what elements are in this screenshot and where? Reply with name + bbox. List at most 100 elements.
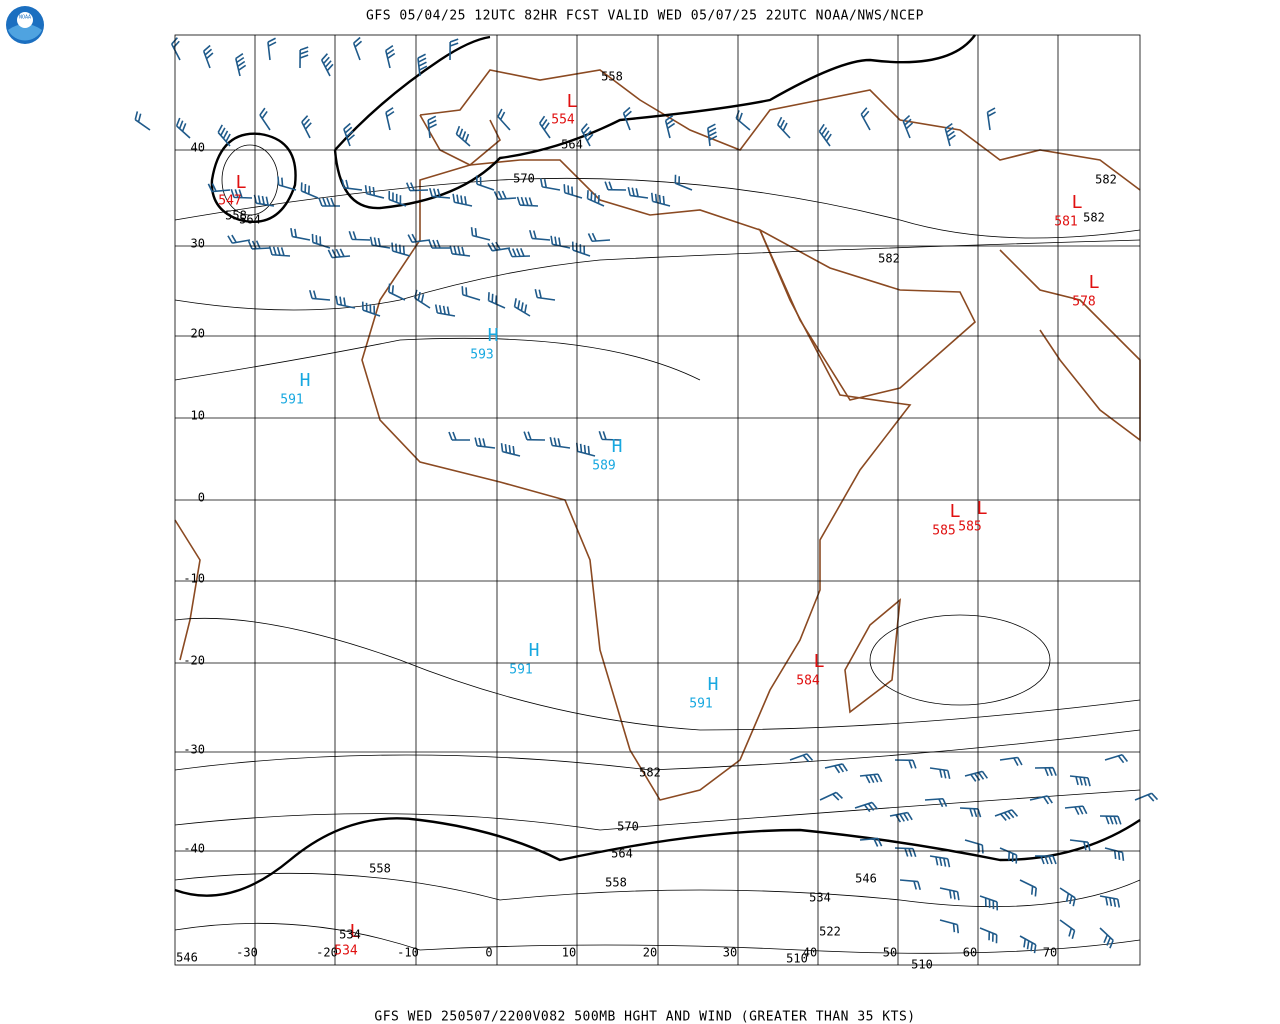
lon-label: 0 [485, 946, 492, 960]
wind-barb [1059, 887, 1076, 907]
contour-line [174, 337, 701, 381]
wind-barb [902, 114, 914, 139]
wind-barb [487, 241, 511, 252]
wind-barb [461, 286, 481, 301]
wind-barb [134, 111, 151, 131]
contour-label: 564 [561, 138, 583, 152]
lon-label: 10 [562, 946, 576, 960]
wind-barb [777, 116, 791, 139]
wind-barb [301, 115, 312, 139]
wind-barb [348, 231, 371, 241]
wind-barb [247, 240, 271, 250]
contour-label: 558 [601, 70, 623, 84]
contour-label: 546 [176, 951, 198, 965]
center-symbol: L [1089, 272, 1100, 293]
center-symbol: H [708, 674, 719, 695]
wind-barb [202, 44, 214, 69]
contour-thick [210, 132, 297, 223]
wind-barb [449, 38, 459, 61]
india-coast [999, 249, 1141, 442]
wind-barb [1035, 855, 1057, 865]
contour-label: 582 [639, 766, 661, 780]
wind-barb [580, 123, 594, 147]
noaa-logo: NOAA [6, 6, 44, 44]
contour-line [174, 922, 1141, 954]
wind-barb [405, 182, 429, 192]
wind-barb [824, 763, 848, 774]
center-value: 589 [592, 459, 615, 474]
wind-barb [1019, 935, 1037, 954]
lat-label: -10 [183, 572, 205, 586]
wind-barb [1064, 805, 1088, 815]
wind-barb [474, 437, 496, 449]
center-symbol: L [567, 91, 578, 112]
wind-barb [986, 107, 996, 131]
wind-barb [217, 124, 231, 147]
center-symbol: H [612, 436, 623, 457]
wind-barb [428, 239, 450, 249]
lat-label: 0 [198, 491, 205, 505]
wind-barb [929, 767, 951, 780]
center-symbol: L [1072, 192, 1083, 213]
wind-barb [299, 46, 309, 69]
contour-label: 546 [855, 872, 877, 886]
wind-barb [493, 190, 517, 201]
wind-barb [1069, 839, 1091, 851]
wind-barb [175, 117, 191, 139]
logo-wave [8, 24, 42, 41]
lat-label: -30 [183, 743, 205, 757]
coastlines [174, 69, 1141, 801]
wind-barb [475, 175, 495, 191]
center-value: 591 [689, 697, 712, 712]
wind-barb [1034, 766, 1057, 777]
wind-barb [818, 123, 832, 147]
wind-barb [388, 190, 407, 207]
contour-label: 564 [611, 847, 633, 861]
contour-thick [334, 35, 491, 151]
wind-barb [253, 194, 275, 207]
wind-barb [267, 37, 277, 61]
wind-barb [341, 179, 363, 191]
wind-barb [385, 107, 395, 131]
madagascar-coast [844, 598, 901, 714]
wind-barb [434, 304, 456, 317]
center-value: 581 [1054, 215, 1077, 230]
wind-barb [979, 895, 999, 911]
wind-barb [539, 178, 561, 191]
contour-line [174, 789, 1141, 831]
wind-barb [369, 236, 391, 249]
wind-barb [1059, 919, 1076, 940]
wind-barb [407, 233, 431, 243]
wind-barb [259, 107, 271, 131]
contour-line [174, 239, 1141, 311]
wind-barb [230, 189, 253, 199]
logo-text: NOAA [19, 15, 31, 21]
wind-barb [507, 248, 531, 258]
wind-barb [860, 107, 871, 131]
center-symbol: L [814, 651, 825, 672]
center-symbol: L [977, 498, 988, 519]
wind-barb [300, 182, 319, 199]
wind-barb [586, 190, 605, 207]
wind-barb [470, 227, 491, 241]
lat-label: 40 [191, 141, 205, 155]
wind-barb [994, 809, 1019, 821]
wind-barb [894, 847, 917, 857]
wind-barb [859, 773, 883, 784]
contour-thick [333, 34, 976, 210]
wind-barb [414, 289, 431, 309]
south-america-coast [174, 519, 201, 661]
wind-barb [417, 53, 428, 77]
lat-lon-grid [174, 34, 1141, 966]
wind-barb [268, 246, 291, 257]
center-value: 584 [796, 674, 820, 689]
wind-barb [385, 45, 396, 69]
lon-label: 30 [723, 946, 737, 960]
contour-label: 582 [1083, 211, 1105, 225]
wind-barb [604, 181, 627, 191]
wind-barb [999, 756, 1023, 766]
wind-barb [290, 228, 311, 241]
lat-label: -40 [183, 842, 205, 856]
